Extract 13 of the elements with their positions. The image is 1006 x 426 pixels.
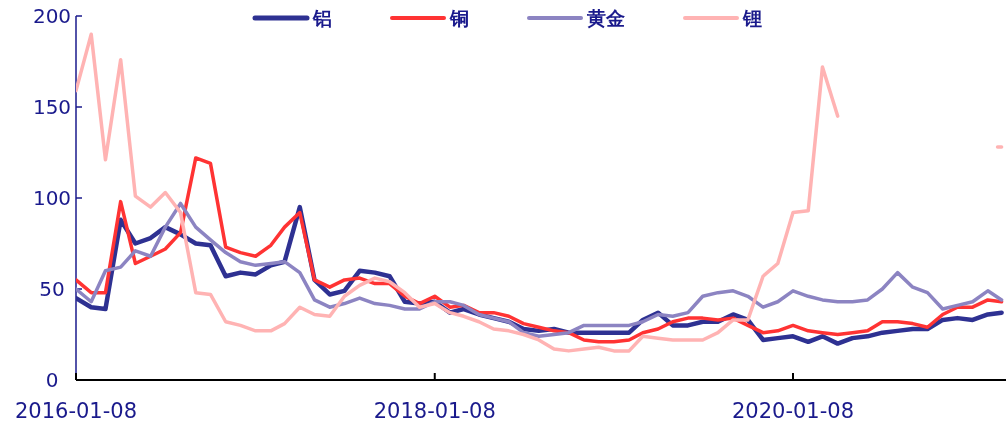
y-tick-label: 200 — [32, 4, 72, 28]
y-tick-label: 150 — [32, 95, 72, 119]
legend-label: 铜 — [449, 7, 469, 29]
line-series — [76, 156, 1004, 344]
x-tick-label: 2018-01-08 — [373, 399, 496, 423]
legend-label: 铝 — [312, 7, 332, 29]
y-tick-label: 50 — [39, 277, 65, 301]
x-tick-label: 2020-01-08 — [731, 399, 855, 423]
y-tick-label: 100 — [32, 186, 72, 210]
x-tick-label: 2016-01-08 — [14, 399, 138, 423]
y-tick-label: 0 — [45, 368, 59, 392]
legend-label: 锂 — [742, 7, 762, 29]
legend-label: 黄金 — [586, 7, 625, 29]
